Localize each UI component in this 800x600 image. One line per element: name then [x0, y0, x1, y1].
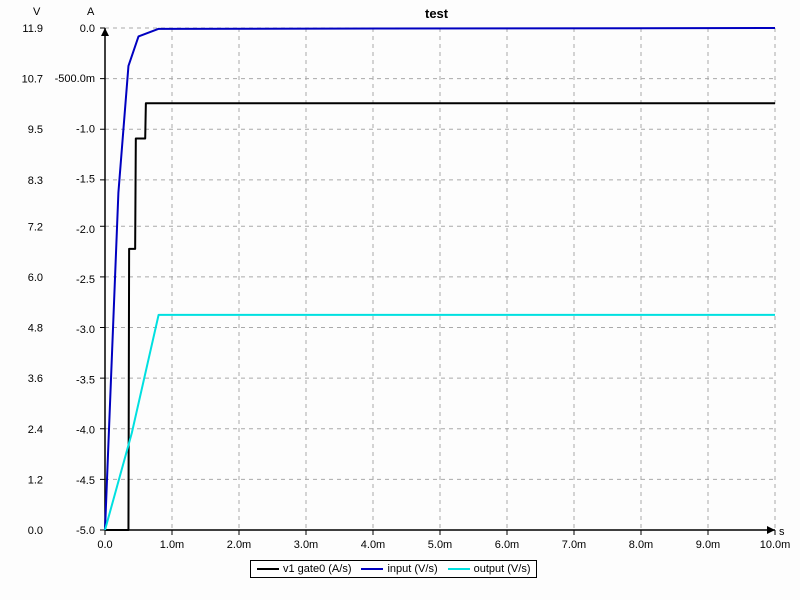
x-tick-label: 0.0 [97, 539, 112, 551]
y-right-tick-label: -2.0 [76, 224, 95, 236]
legend-line-icon [361, 568, 383, 570]
x-tick-label: 1.0m [160, 539, 184, 551]
y-right-tick-label: -500.0m [55, 73, 95, 85]
x-tick-label: 6.0m [495, 539, 519, 551]
x-tick-label: 5.0m [428, 539, 452, 551]
x-unit-label: s [779, 526, 785, 538]
y-left-tick-label: 8.3 [28, 175, 43, 187]
y-right-tick-label: 0.0 [80, 23, 95, 35]
legend: v1 gate0 (A/s) input (V/s) output (V/s) [250, 560, 537, 578]
y-right-tick-label: -1.0 [76, 123, 95, 135]
x-tick-label: 10.0m [760, 539, 791, 551]
y-left-tick-label: 2.4 [28, 424, 43, 436]
y-left-tick-label: 11.9 [22, 23, 43, 35]
y-left-tick-label: 3.6 [28, 373, 43, 385]
y-right-tick-label: -5.0 [76, 525, 95, 537]
y-left-tick-label: 10.7 [22, 74, 43, 86]
legend-label: input (V/s) [387, 563, 437, 575]
chart-container: 0.0 1.0m 2.0m 3.0m 4.0m 5.0m 6.0m 7.0m 8.0m 9.0m 1… [0, 0, 800, 600]
x-tick-label: 3.0m [294, 539, 318, 551]
x-tick-label: 9.0m [696, 539, 720, 551]
plot-svg: 0.0 1.0m 2.0m 3.0m 4.0m 5.0m 6.0m 7.0m 8.0m 9.0m 1… [0, 0, 800, 600]
x-tick-label: 7.0m [562, 539, 586, 551]
legend-item: input (V/s) [361, 563, 437, 575]
y-right-tick-label: -2.5 [76, 274, 95, 286]
y-left-tick-label: 1.2 [28, 474, 43, 486]
chart-title: test [425, 6, 448, 21]
legend-label: output (V/s) [474, 563, 531, 575]
x-tick-label: 8.0m [629, 539, 653, 551]
y-right-unit-label: A [87, 6, 94, 18]
y-left-tick-label: 6.0 [28, 272, 43, 284]
x-tick-label: 2.0m [227, 539, 251, 551]
legend-line-icon [257, 568, 279, 570]
y-left-tick-label: 9.5 [28, 124, 43, 136]
y-right-tick-label: -4.5 [76, 475, 95, 487]
y-right-tick-label: -4.0 [76, 425, 95, 437]
y-left-unit-label: V [33, 6, 40, 18]
y-left-tick-label: 7.2 [28, 221, 43, 233]
legend-item: v1 gate0 (A/s) [257, 563, 351, 575]
legend-item: output (V/s) [448, 563, 531, 575]
y-right-tick-label: -3.0 [76, 324, 95, 336]
y-right-tick-label: -1.5 [76, 174, 95, 186]
legend-line-icon [448, 568, 470, 570]
y-right-tick-label: -3.5 [76, 374, 95, 386]
x-tick-label: 4.0m [361, 539, 385, 551]
legend-label: v1 gate0 (A/s) [283, 563, 351, 575]
y-left-tick-label: 4.8 [28, 323, 43, 335]
y-left-tick-label: 0.0 [28, 525, 43, 537]
